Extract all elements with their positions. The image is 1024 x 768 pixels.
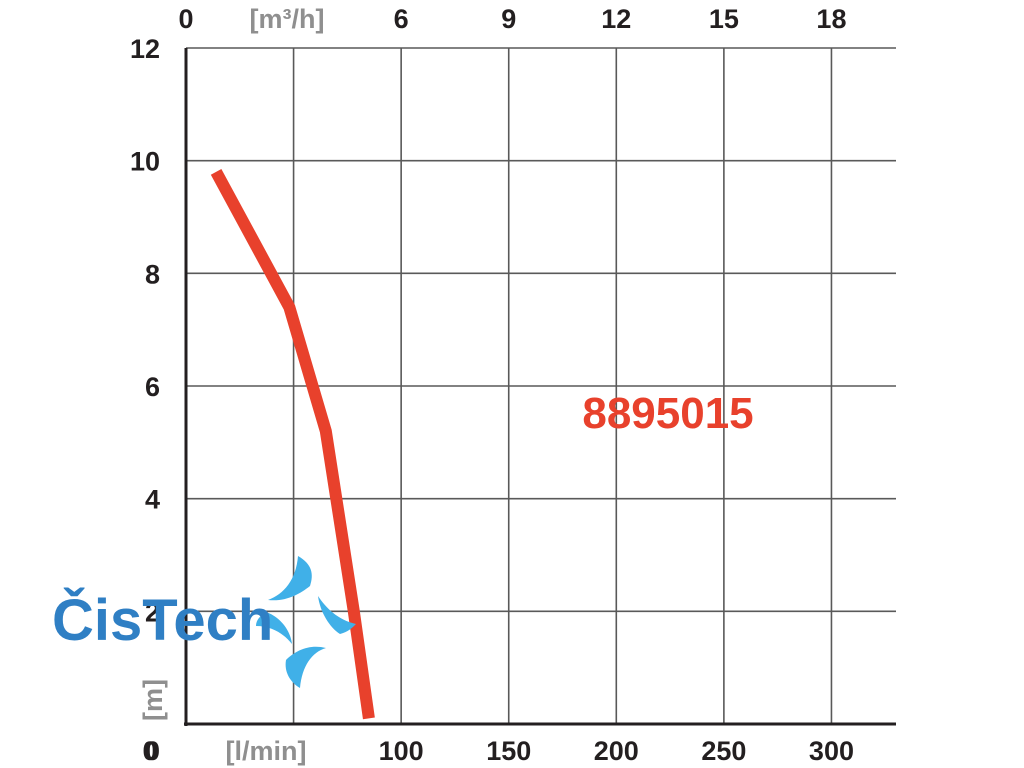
x-top-tick-label: 6 xyxy=(394,4,409,34)
y-tick-label: 8 xyxy=(145,259,160,289)
x-axis-unit-label: [l/min] xyxy=(226,736,307,766)
series xyxy=(210,169,375,720)
x-tick-label: 100 xyxy=(379,736,424,766)
x-top-tick-label: 9 xyxy=(501,4,516,34)
grid xyxy=(186,47,896,724)
x-tick-label: 300 xyxy=(809,736,854,766)
x-top-tick-label: 12 xyxy=(601,4,631,34)
arrows-icon xyxy=(256,556,356,688)
y-axis-unit-label: [m] xyxy=(138,679,168,721)
axes xyxy=(184,48,896,726)
logo-text: ČisTech xyxy=(52,588,273,653)
x-top-tick-label: 15 xyxy=(709,4,739,34)
x-tick-label: 0 xyxy=(142,736,157,766)
x-top-tick-label: 0 xyxy=(178,4,193,34)
x-top-axis-unit-label: [m³/h] xyxy=(250,4,325,34)
y-tick-label-zero: 0 xyxy=(145,736,160,766)
x-tick-label: 150 xyxy=(486,736,531,766)
y-tick-label: 12 xyxy=(130,34,160,64)
y-tick-label: 4 xyxy=(145,485,160,515)
x-tick-label: 200 xyxy=(594,736,639,766)
performance-curve xyxy=(210,169,375,720)
y-tick-label: 2 xyxy=(145,597,160,627)
y-tick-label: 6 xyxy=(145,372,160,402)
x-tick-label: 250 xyxy=(701,736,746,766)
x-top-tick-label: 18 xyxy=(816,4,846,34)
cistech-logo: ČisTech xyxy=(52,556,356,688)
y-tick-label: 10 xyxy=(130,147,160,177)
model-label: 8895015 xyxy=(582,389,753,438)
